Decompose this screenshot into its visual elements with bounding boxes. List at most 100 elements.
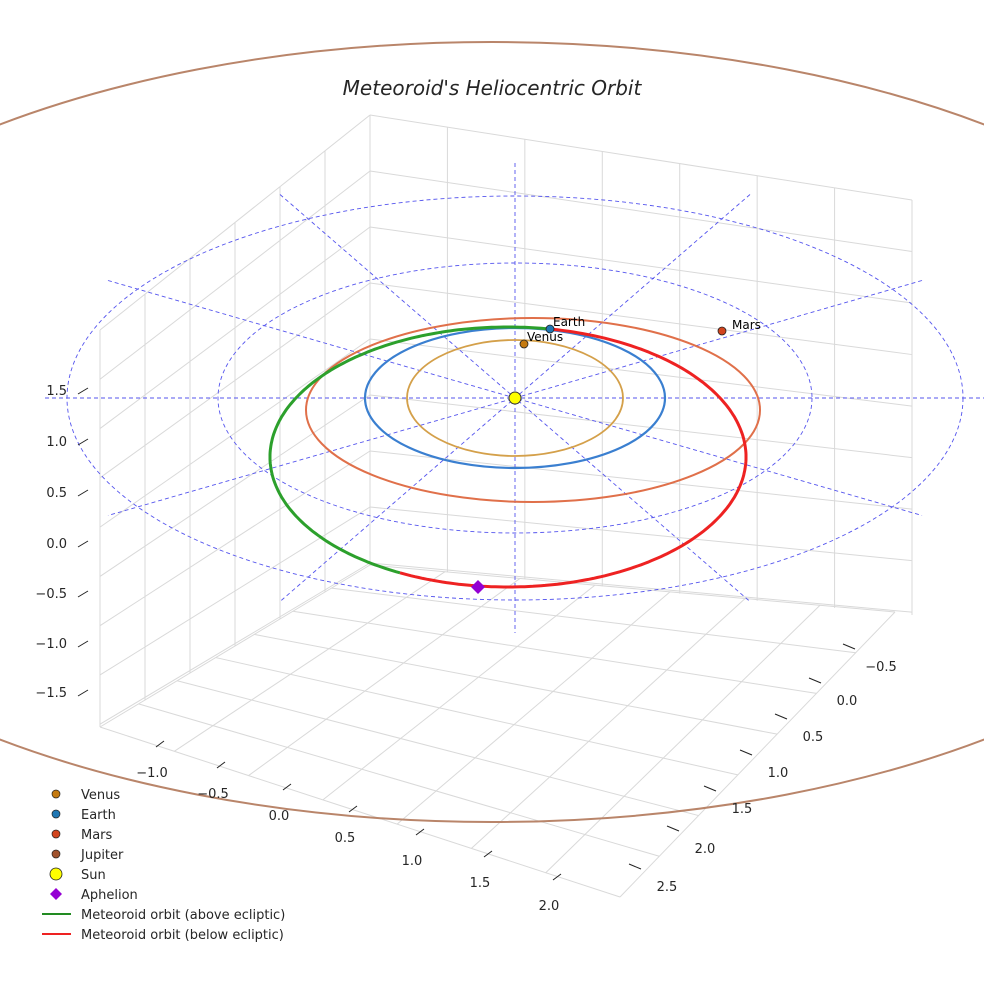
x-tick-mark: [155, 740, 165, 748]
legend-marker-jupiter: [51, 849, 61, 859]
x-tick-label: 1.0: [402, 854, 423, 869]
x-tick-mark: [483, 850, 493, 858]
legend-marker-venus: [51, 789, 61, 799]
jupiter-orbit: [0, 41, 984, 823]
venus-marker: [519, 339, 529, 349]
x-tick-label: 0.0: [269, 809, 290, 824]
gridline: [545, 604, 821, 874]
y-tick-label: 2.0: [695, 842, 716, 857]
x-tick-mark: [348, 805, 358, 813]
z-tick-label: 0.0: [46, 537, 67, 552]
z-tick-mark: [77, 387, 89, 395]
gridline: [292, 610, 817, 694]
gridline: [99, 564, 371, 728]
gridline: [369, 226, 913, 304]
gridline: [99, 506, 371, 676]
z-tick-mark: [77, 489, 89, 497]
y-tick-mark: [842, 643, 856, 650]
chart-title: Meteoroid's Heliocentric Orbit: [343, 76, 643, 100]
legend-label-venus: Venus: [81, 788, 120, 803]
gridline: [99, 282, 371, 479]
y-tick-label: 1.0: [768, 766, 789, 781]
x-tick-mark: [216, 761, 226, 769]
gridline: [369, 564, 896, 613]
meteoroid-orbit-below: [399, 327, 748, 589]
z-tick-label: 1.0: [46, 435, 67, 450]
gridline: [619, 611, 896, 898]
gridline: [99, 450, 371, 627]
gridline: [99, 114, 371, 331]
axes-grid-panes: [99, 114, 913, 898]
z-tick-label: 1.5: [46, 384, 67, 399]
gridline: [369, 114, 913, 201]
x-tick-mark: [415, 828, 425, 836]
gridline: [369, 282, 913, 356]
gridline: [99, 338, 371, 528]
y-tick-label: 1.5: [732, 802, 753, 817]
x-tick-mark: [552, 873, 562, 881]
gridline: [369, 562, 913, 613]
x-tick-mark: [282, 783, 292, 791]
venus-orbit: [406, 339, 624, 457]
gridline: [177, 680, 699, 817]
aphelion-marker: [471, 580, 485, 594]
mars-marker: [717, 326, 727, 336]
gridline: [369, 394, 913, 459]
z-tick-label: −1.5: [35, 686, 67, 701]
x-tick-label: −0.5: [197, 787, 229, 802]
legend-label-jupiter: Jupiter: [80, 848, 124, 863]
gridline: [331, 587, 856, 654]
gridline: [369, 170, 913, 253]
y-tick-mark: [739, 749, 753, 756]
z-tick-label: −0.5: [35, 587, 67, 602]
earth-label: Earth: [553, 315, 585, 329]
x-tick-label: −1.0: [136, 766, 168, 781]
legend-label-meteoroid-orbit-below-ecliptic: Meteoroid orbit (below ecliptic): [81, 928, 284, 943]
z-tick-mark: [77, 689, 89, 697]
legend-label-earth: Earth: [81, 808, 116, 823]
y-tick-mark: [808, 677, 822, 684]
z-tick-label: 0.5: [46, 486, 67, 501]
gridline: [174, 571, 446, 752]
mars-label: Mars: [732, 318, 761, 332]
x-tick-label: 2.0: [539, 899, 560, 914]
z-tick-mark: [77, 590, 89, 598]
gridline: [254, 633, 778, 735]
earth-marker: [545, 324, 555, 334]
venus-label: Venus: [527, 330, 563, 344]
legend-label-meteoroid-orbit-above-ecliptic: Meteoroid orbit (above ecliptic): [81, 908, 285, 923]
gridline: [99, 226, 371, 429]
gridline: [396, 591, 671, 825]
sun-marker: [508, 391, 522, 405]
legend: Venus Earth Mars Jupiter Sun Aphelion Meteoroi…: [42, 788, 285, 943]
y-tick-label: 0.0: [837, 694, 858, 709]
gridline: [369, 506, 913, 562]
gridline: [99, 726, 621, 898]
legend-label-sun: Sun: [81, 868, 106, 883]
gridline: [248, 578, 521, 776]
y-tick-label: 0.5: [803, 730, 824, 745]
gridline: [471, 598, 746, 849]
gridline: [99, 394, 371, 577]
gridline: [322, 584, 596, 801]
legend-marker-earth: [51, 809, 61, 819]
x-tick-label: 1.5: [470, 876, 491, 891]
gridline: [99, 562, 371, 725]
z-tick-mark: [77, 438, 89, 446]
y-tick-mark: [666, 825, 680, 832]
gridline: [215, 657, 738, 776]
y-tick-label: 2.5: [657, 880, 678, 895]
axis-ticks: 1.5 1.0 0.5 0.0 −0.5 −1.0 −1.5 −1.0 −0.5 0.0 0.5 1.…: [35, 384, 896, 914]
legend-marker-aphelion: [50, 888, 62, 900]
x-tick-label: 0.5: [335, 831, 356, 846]
gridline: [369, 450, 913, 510]
legend-label-mars: Mars: [81, 828, 113, 843]
legend-marker-sun: [49, 867, 63, 881]
y-tick-mark: [774, 713, 788, 720]
planet-orbits: [0, 41, 984, 823]
y-tick-label: −0.5: [865, 660, 897, 675]
legend-label-aphelion: Aphelion: [81, 888, 138, 903]
meteoroid-orbit-above: [268, 325, 550, 575]
